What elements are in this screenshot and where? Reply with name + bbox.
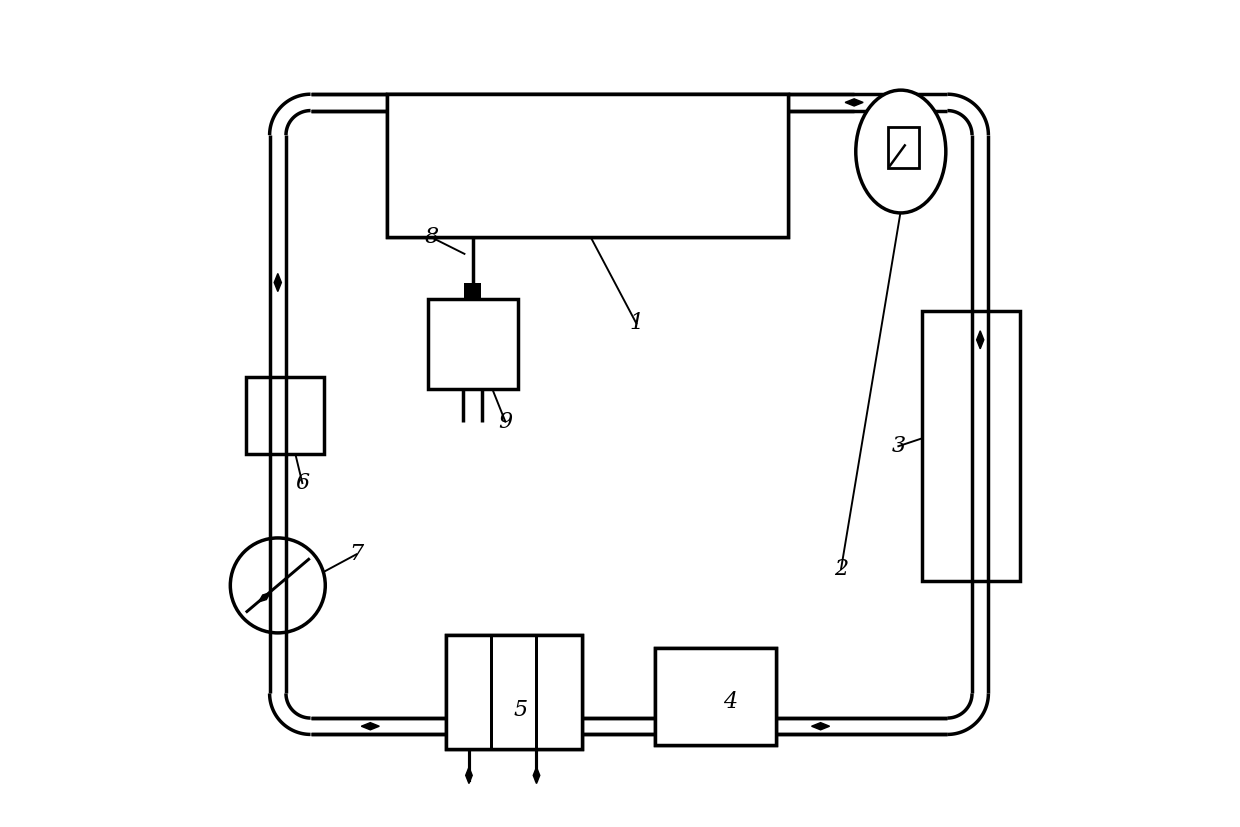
Text: 4: 4	[723, 691, 738, 713]
Polygon shape	[466, 767, 472, 783]
Bar	[888, 127, 919, 168]
Bar	[923, 311, 1021, 581]
Circle shape	[231, 538, 325, 633]
Bar	[655, 648, 776, 745]
Text: 3: 3	[892, 435, 905, 457]
Polygon shape	[533, 767, 539, 783]
Polygon shape	[361, 723, 379, 730]
Polygon shape	[274, 274, 281, 292]
Text: 7: 7	[350, 543, 363, 566]
Bar	[465, 283, 481, 299]
Text: 2: 2	[835, 558, 848, 580]
Text: 1: 1	[630, 313, 644, 334]
Bar	[446, 634, 582, 749]
Polygon shape	[259, 593, 270, 602]
Polygon shape	[811, 723, 830, 730]
Bar	[387, 94, 787, 237]
Polygon shape	[977, 331, 983, 349]
Bar	[387, 94, 787, 237]
Text: 6: 6	[295, 472, 310, 494]
Ellipse shape	[856, 90, 946, 213]
Bar	[428, 299, 517, 389]
Polygon shape	[846, 98, 863, 106]
Text: 8: 8	[424, 227, 439, 248]
Text: 9: 9	[498, 411, 512, 433]
Text: 5: 5	[513, 699, 527, 721]
Bar	[246, 376, 324, 454]
Bar	[446, 634, 582, 749]
Bar	[655, 648, 776, 745]
